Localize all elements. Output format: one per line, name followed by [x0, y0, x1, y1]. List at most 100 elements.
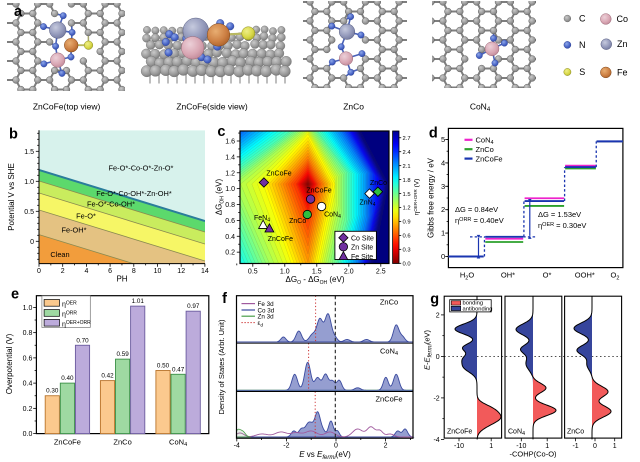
svg-text:Gibbs free energy / eV: Gibbs free energy / eV	[427, 157, 436, 238]
svg-text:Overpotential (V): Overpotential (V)	[5, 333, 14, 394]
svg-text:14: 14	[201, 268, 209, 275]
svg-text:0.40: 0.40	[61, 375, 74, 382]
svg-text:0.30: 0.30	[46, 388, 59, 395]
svg-text:Fe Site: Fe Site	[351, 254, 373, 261]
svg-text:3: 3	[441, 182, 445, 191]
svg-text:2: 2	[384, 443, 388, 450]
svg-text:E vs Efermi(eV): E vs Efermi(eV)	[299, 450, 351, 461]
svg-text:S: S	[579, 67, 585, 77]
svg-text:0.8: 0.8	[23, 330, 33, 337]
svg-text:ZnCoFe: ZnCoFe	[268, 236, 293, 243]
svg-text:ZnCo: ZnCo	[370, 180, 387, 187]
svg-text:-10: -10	[516, 443, 526, 450]
svg-text:g: g	[430, 292, 439, 308]
svg-text:0.50: 0.50	[157, 363, 170, 370]
svg-text:2.0: 2.0	[344, 269, 354, 276]
svg-text:Fe: Fe	[617, 67, 628, 77]
svg-text:1.0: 1.0	[23, 305, 33, 312]
svg-text:1.2: 1.2	[225, 170, 235, 177]
svg-text:OOH*: OOH*	[575, 271, 595, 280]
svg-text:OH*: OH*	[501, 271, 515, 280]
svg-text:0: 0	[593, 443, 597, 450]
svg-text:1.5: 1.5	[403, 192, 411, 198]
svg-text:ηORR: ηORR	[62, 310, 77, 318]
svg-text:-2: -2	[283, 443, 289, 450]
svg-text:4: 4	[441, 158, 445, 167]
svg-text:ZnN4: ZnN4	[359, 200, 375, 208]
svg-text:0: 0	[441, 252, 445, 261]
svg-text:1.2: 1.2	[403, 206, 411, 212]
svg-text:εd: εd	[258, 320, 264, 328]
svg-text:-2: -2	[433, 395, 439, 402]
svg-text:0.5: 0.5	[24, 209, 34, 216]
svg-text:ΔG = 1.53eV: ΔG = 1.53eV	[538, 210, 581, 219]
svg-text:ZnCoFe(top view): ZnCoFe(top view)	[33, 102, 101, 112]
svg-text:ZnCoFe: ZnCoFe	[266, 171, 291, 178]
svg-text:Co: Co	[617, 14, 629, 24]
svg-text:Potential V vs SHE: Potential V vs SHE	[7, 163, 16, 231]
svg-text:f: f	[222, 291, 227, 307]
svg-text:ZnCo: ZnCo	[380, 298, 398, 307]
svg-text:12: 12	[177, 268, 185, 275]
svg-text:ZnCo: ZnCo	[343, 102, 364, 112]
svg-text:CoN4: CoN4	[324, 212, 341, 220]
svg-text:8: 8	[132, 268, 136, 275]
svg-text:0.59: 0.59	[116, 351, 129, 358]
svg-text:O2: O2	[611, 271, 620, 282]
svg-text:0: 0	[334, 443, 338, 450]
svg-text:4: 4	[84, 268, 88, 275]
svg-text:2.7: 2.7	[403, 136, 411, 142]
svg-text:ZnCo: ZnCo	[476, 145, 494, 154]
svg-text:ηORR = 0.40eV: ηORR = 0.40eV	[455, 216, 504, 225]
svg-text:1.6: 1.6	[225, 139, 235, 146]
svg-text:0.5: 0.5	[248, 269, 258, 276]
svg-text:bonding: bonding	[463, 301, 484, 307]
svg-text:5: 5	[441, 135, 445, 144]
svg-text:1.0: 1.0	[280, 269, 290, 276]
svg-text:ZnCoFe: ZnCoFe	[476, 154, 503, 163]
svg-text:0.2: 0.2	[23, 406, 33, 413]
svg-text:CoN4: CoN4	[470, 102, 491, 114]
svg-text:ηOER+ORR (V): ηOER+ORR (V)	[413, 179, 421, 216]
svg-text:e: e	[11, 287, 19, 303]
svg-text:0.70: 0.70	[76, 337, 89, 344]
svg-text:1.01: 1.01	[132, 298, 145, 305]
svg-text:0: 0	[30, 239, 34, 246]
svg-text:ΔG = 0.84eV: ΔG = 0.84eV	[455, 205, 498, 214]
svg-text:0.9: 0.9	[403, 220, 411, 226]
svg-text:2.5: 2.5	[376, 269, 386, 276]
svg-text:ηOER: ηOER	[62, 300, 77, 308]
svg-text:0: 0	[436, 354, 440, 361]
svg-text:Fe-O*: Fe-O*	[76, 212, 96, 221]
svg-text:d: d	[429, 126, 438, 142]
svg-text:Fe-O*-Co-OH*-Zn-OH*: Fe-O*-Co-OH*-Zn-OH*	[96, 189, 172, 198]
svg-text:ZnCoFe(side view): ZnCoFe(side view)	[176, 102, 247, 112]
svg-text:2.1: 2.1	[403, 164, 411, 170]
svg-text:0: 0	[37, 268, 41, 275]
svg-text:ZnCo: ZnCo	[567, 429, 584, 436]
svg-text:0.2: 0.2	[225, 250, 235, 257]
svg-text:Zn Site: Zn Site	[351, 244, 373, 251]
svg-text:Density of States (Arbt. Unit): Density of States (Arbt. Unit)	[217, 319, 226, 415]
svg-text:-4: -4	[433, 437, 439, 444]
svg-text:ZnCoFe: ZnCoFe	[447, 429, 472, 436]
svg-text:0.3: 0.3	[403, 248, 411, 254]
svg-text:ZnCoFe: ZnCoFe	[375, 395, 402, 404]
svg-text:E-Efermi(eV): E-Efermi(eV)	[423, 329, 434, 370]
svg-text:0.0: 0.0	[403, 262, 411, 268]
svg-text:6: 6	[108, 268, 112, 275]
svg-text:Zn 3d: Zn 3d	[258, 314, 275, 321]
svg-text:0.47: 0.47	[172, 366, 185, 373]
svg-text:c: c	[217, 124, 225, 140]
svg-text:0.6: 0.6	[225, 218, 235, 225]
svg-text:Fe-OH*: Fe-OH*	[61, 226, 86, 235]
svg-text:CoN4: CoN4	[169, 438, 187, 448]
svg-text:a: a	[14, 4, 23, 20]
svg-text:0.0: 0.0	[23, 431, 33, 438]
svg-text:O*: O*	[543, 271, 552, 280]
svg-text:ZnCoFe: ZnCoFe	[54, 438, 81, 447]
svg-text:1: 1	[545, 443, 549, 450]
svg-text:b: b	[9, 126, 18, 142]
svg-text:antibonding: antibonding	[463, 306, 493, 312]
svg-text:Co 3d: Co 3d	[258, 308, 275, 315]
